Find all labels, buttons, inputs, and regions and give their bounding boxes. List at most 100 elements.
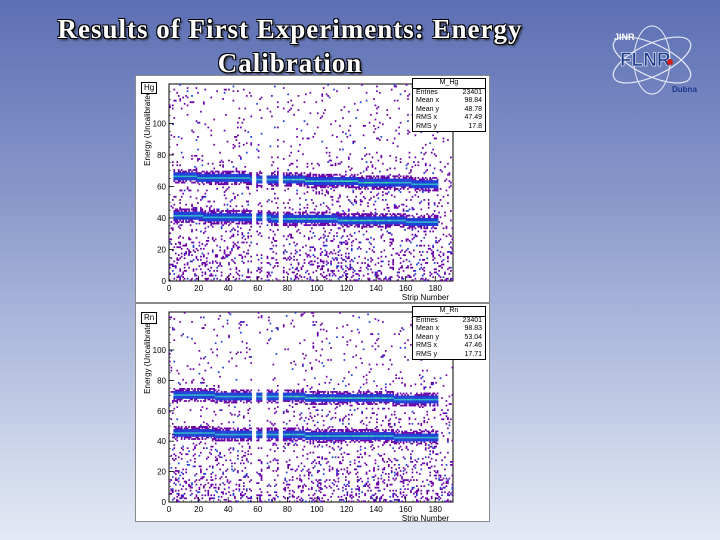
heatmap-cell xyxy=(322,183,325,186)
heatmap-cell xyxy=(346,257,349,260)
heatmap-cell xyxy=(305,210,307,212)
heatmap-cell xyxy=(420,221,423,223)
heatmap-cell xyxy=(432,255,434,258)
heatmap-cell xyxy=(272,188,275,190)
heatmap-cell xyxy=(179,241,182,244)
heatmap-cell xyxy=(389,221,392,223)
heatmap-cell xyxy=(291,178,294,181)
heatmap-cell xyxy=(231,235,233,238)
heatmap-cell xyxy=(367,205,369,208)
heatmap-cell xyxy=(192,268,195,271)
heatmap-cell xyxy=(225,222,227,225)
heatmap-cell xyxy=(387,186,390,189)
heatmap-cell xyxy=(192,454,195,457)
heatmap-cell xyxy=(392,260,395,263)
heatmap-cell xyxy=(299,232,301,234)
heatmap-cell xyxy=(244,173,247,176)
heatmap-cell xyxy=(384,222,387,225)
heatmap-cell xyxy=(284,214,287,217)
heatmap-cell xyxy=(325,176,328,179)
heatmap-cell xyxy=(204,210,207,212)
heatmap-cell xyxy=(207,175,210,178)
heatmap-cell xyxy=(299,221,301,223)
heatmap-cell xyxy=(386,188,389,190)
heatmap-cell xyxy=(288,206,291,209)
heatmap-cell xyxy=(382,191,384,193)
heatmap-cell xyxy=(225,88,227,91)
heatmap-cell xyxy=(211,180,214,182)
heatmap-cell xyxy=(213,208,216,211)
heatmap-cell xyxy=(389,232,392,234)
heatmap-cell xyxy=(214,274,217,277)
heatmap-cell xyxy=(389,244,392,247)
heatmap-cell xyxy=(232,227,235,230)
heatmap-cell xyxy=(342,274,344,277)
heatmap-cell xyxy=(399,93,402,96)
heatmap-cell xyxy=(427,199,430,201)
heatmap-cell xyxy=(198,442,201,445)
heatmap-cell xyxy=(380,175,383,178)
heatmap-cell xyxy=(365,181,368,184)
heatmap-cell xyxy=(272,172,275,175)
heatmap-cell xyxy=(321,211,324,214)
heatmap-cell xyxy=(322,178,325,181)
heatmap-cell xyxy=(340,140,343,143)
heatmap-cell xyxy=(305,180,307,182)
heatmap-cell xyxy=(432,148,434,151)
heatmap-cell xyxy=(414,221,417,223)
heatmap-cell xyxy=(250,241,253,244)
heatmap-cell xyxy=(231,161,233,163)
heatmap-cell xyxy=(433,216,436,219)
heatmap-cell xyxy=(427,191,430,193)
heatmap-cell xyxy=(318,217,321,220)
heatmap-cell xyxy=(256,175,258,178)
heatmap-cell xyxy=(269,145,272,148)
heatmap-cell xyxy=(192,216,195,219)
heatmap-cell xyxy=(170,316,173,319)
heatmap-cell xyxy=(248,183,251,186)
heatmap-cell xyxy=(179,224,182,227)
heatmap-cell xyxy=(359,219,362,222)
heatmap-cell xyxy=(217,221,220,223)
heatmap-cell xyxy=(266,107,269,110)
heatmap-cell xyxy=(331,217,334,220)
heatmap-cell xyxy=(194,175,196,178)
heatmap-cell xyxy=(405,214,408,217)
heatmap-cell xyxy=(361,175,363,178)
heatmap-cell xyxy=(297,263,300,266)
heatmap-cell xyxy=(308,236,310,239)
heatmap-cell xyxy=(432,230,434,233)
heatmap-cell xyxy=(241,236,244,239)
heatmap-cell xyxy=(305,211,307,214)
heatmap-cell xyxy=(234,145,236,148)
heatmap-cell xyxy=(312,246,315,249)
heatmap-cell xyxy=(374,224,377,227)
heatmap-cell xyxy=(173,117,176,119)
heatmap-cell xyxy=(223,181,226,184)
heatmap-cell xyxy=(313,255,316,258)
heatmap-cell xyxy=(420,225,423,228)
heatmap-cell xyxy=(370,184,372,187)
heatmap-cell xyxy=(328,232,331,234)
heatmap-cell xyxy=(353,180,356,182)
heatmap-cell xyxy=(204,271,207,274)
heatmap-cell xyxy=(312,217,315,220)
heatmap-cell xyxy=(297,183,300,186)
heatmap-cell xyxy=(216,491,219,494)
heatmap-cell xyxy=(231,217,233,220)
heatmap-cell xyxy=(390,221,393,223)
heatmap-cell xyxy=(179,189,182,192)
stats-value: 17.8 xyxy=(468,122,482,130)
heatmap-cell xyxy=(316,126,319,129)
heatmap-cell xyxy=(203,485,205,487)
heatmap-cell xyxy=(331,199,334,201)
heatmap-cell xyxy=(413,216,415,219)
heatmap-cell xyxy=(306,214,309,217)
heatmap-cell xyxy=(192,175,195,178)
heatmap-cell xyxy=(229,210,232,212)
heatmap-cell xyxy=(356,109,359,111)
heatmap-cell xyxy=(352,175,355,178)
heatmap-cell xyxy=(377,181,380,184)
heatmap-cell xyxy=(177,170,180,173)
heatmap-cell xyxy=(226,468,229,471)
